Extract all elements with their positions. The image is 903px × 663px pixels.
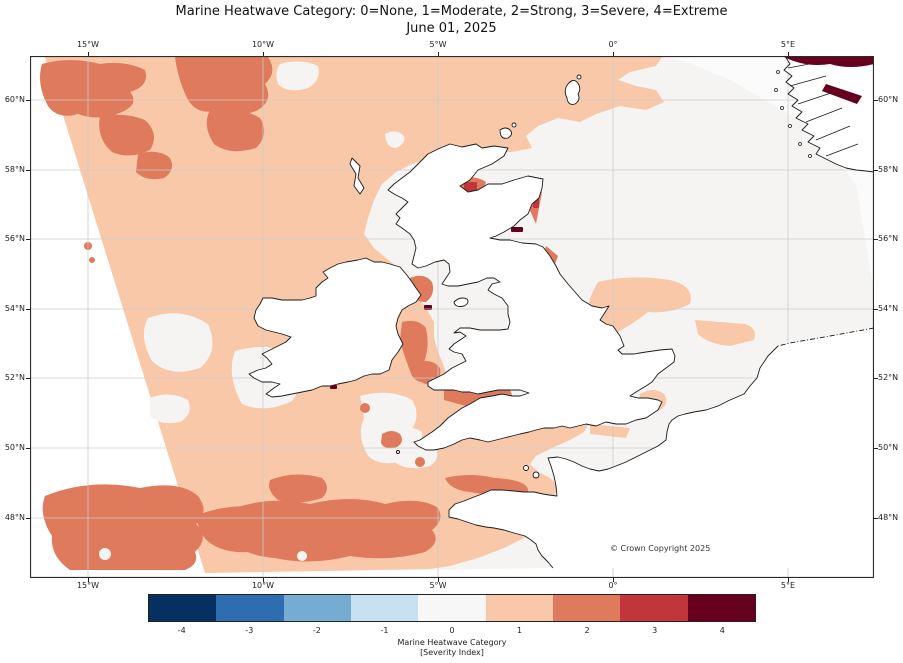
colorbar-label: Marine Heatwave Category: [397, 638, 507, 647]
lat-label-right: 52°N: [878, 373, 899, 382]
figure-title: Marine Heatwave Category: 0=None, 1=Mode…: [175, 4, 728, 19]
map-canvas: [29, 55, 875, 579]
colorbar-segment: [216, 595, 284, 621]
colorbar-tick: -1: [380, 626, 389, 635]
axis-tick: [26, 378, 30, 379]
lat-label-left: 56°N: [4, 234, 25, 243]
lon-label-bottom: 15°W: [76, 581, 100, 590]
lat-label-right: 58°N: [878, 165, 899, 174]
lat-label-right: 60°N: [878, 95, 899, 104]
axis-tick: [788, 578, 789, 582]
axis-tick: [26, 100, 30, 101]
colorbar-tick: -2: [312, 626, 321, 635]
axis-tick: [438, 52, 439, 56]
colorbar-segment: [620, 595, 688, 621]
axis-tick: [26, 170, 30, 171]
colorbar-tick: 2: [584, 626, 590, 635]
lon-label-bottom: 5°E: [780, 581, 796, 590]
lon-label-top: 5°E: [780, 40, 796, 49]
colorbar-tick-labels: -4 -3 -2 -1 0 1 2 3 4: [148, 626, 756, 635]
colorbar-tick: 4: [719, 626, 725, 635]
colorbar-segment: [149, 595, 217, 621]
great-britain-landmass: [387, 143, 676, 451]
axis-tick: [788, 52, 789, 56]
colorbar-units: [Severity Index]: [420, 648, 484, 657]
axis-tick: [874, 378, 878, 379]
axis-tick: [874, 448, 878, 449]
norway-landmass: [784, 56, 874, 172]
colorbar-tick: 0: [449, 626, 455, 635]
lon-label-top: 15°W: [76, 40, 100, 49]
lon-label-top: 5°W: [429, 40, 447, 49]
colorbar: [148, 594, 756, 622]
colorbar-tick: -3: [245, 626, 254, 635]
axis-tick: [874, 518, 878, 519]
axis-tick: [263, 52, 264, 56]
lat-label-right: 56°N: [878, 234, 899, 243]
ireland-landmass: [248, 257, 422, 398]
copyright-notice: © Crown Copyright 2025: [610, 544, 711, 553]
axis-tick: [26, 448, 30, 449]
axis-tick: [26, 309, 30, 310]
axis-tick: [26, 518, 30, 519]
colorbar-tick: 3: [652, 626, 658, 635]
lat-label-left: 52°N: [4, 373, 25, 382]
norway-fjords: [774, 61, 859, 158]
lat-label-right: 48°N: [878, 513, 899, 522]
axis-tick: [88, 52, 89, 56]
colorbar-segment: [687, 595, 755, 621]
heatwave-map: [29, 55, 875, 579]
lon-label-top: 0°: [608, 40, 618, 49]
axis-tick: [613, 578, 614, 582]
lat-label-right: 54°N: [878, 304, 899, 313]
colorbar-segment: [283, 595, 351, 621]
lon-label-bottom: 5°W: [429, 581, 447, 590]
islands: [349, 74, 582, 479]
lon-label-bottom: 10°W: [251, 581, 275, 590]
lat-label-right: 50°N: [878, 443, 899, 452]
colorbar-tick: 1: [517, 626, 523, 635]
axis-tick: [26, 239, 30, 240]
axis-tick: [874, 309, 878, 310]
axis-tick: [263, 578, 264, 582]
colorbar-segment: [350, 595, 419, 621]
axis-tick: [613, 52, 614, 56]
colorbar-segment: [552, 595, 621, 621]
lat-label-left: 58°N: [4, 165, 25, 174]
axis-tick: [874, 239, 878, 240]
axis-tick: [874, 100, 878, 101]
axis-tick: [874, 170, 878, 171]
lat-label-left: 60°N: [4, 95, 25, 104]
colorbar-tick: -4: [177, 626, 186, 635]
lat-label-left: 54°N: [4, 304, 25, 313]
france-landmass: [449, 328, 874, 568]
colorbar-segment: [418, 595, 486, 621]
lon-label-top: 10°W: [251, 40, 275, 49]
axis-tick: [88, 578, 89, 582]
axis-tick: [438, 578, 439, 582]
lat-label-left: 50°N: [4, 443, 25, 452]
figure-subtitle: June 01, 2025: [406, 21, 497, 36]
lat-label-left: 48°N: [4, 513, 25, 522]
lon-label-bottom: 0°: [608, 581, 618, 590]
colorbar-segment: [485, 595, 553, 621]
